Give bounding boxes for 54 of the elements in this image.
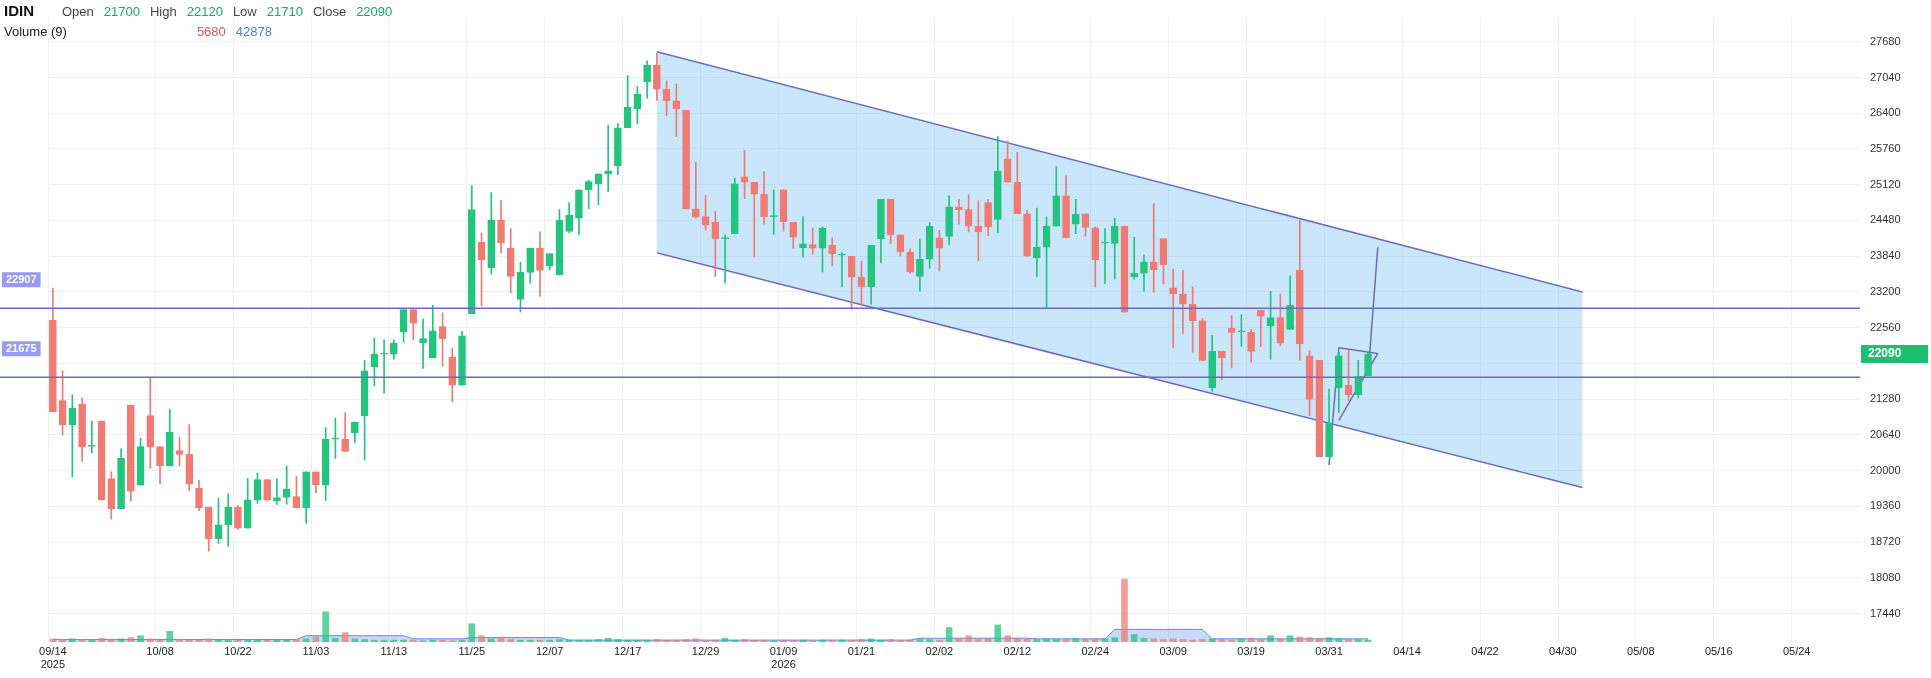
y-tick-label: 20000 xyxy=(1870,463,1901,476)
annotation: 42878 xyxy=(235,24,272,39)
x-tick-label: 04/22 xyxy=(1471,645,1499,658)
annotation: 22120 xyxy=(186,4,223,19)
annotation: Volume (9) xyxy=(4,24,67,39)
y-tick-label: 27680 xyxy=(1870,34,1901,47)
x-tick-label: 01/21 xyxy=(847,645,876,658)
text: 22090 xyxy=(1868,346,1902,361)
annotation: Close xyxy=(312,4,347,19)
annotation: 21700 xyxy=(103,4,140,19)
x-tick-label: 02/02 xyxy=(925,645,954,658)
x-tick-label: 03/19 xyxy=(1237,645,1265,658)
y-tick-label: 22560 xyxy=(1870,320,1901,333)
annotation: 5680 xyxy=(196,24,226,39)
ref-line-label: 22907 xyxy=(6,273,37,286)
y-tick-label: 23200 xyxy=(1870,284,1901,297)
x-tick-label: 05/24 xyxy=(1782,645,1811,658)
y-tick-label: 18720 xyxy=(1870,535,1901,548)
annotation: High xyxy=(149,4,177,19)
annotation: 21710 xyxy=(266,4,303,19)
y-tick-label: 23840 xyxy=(1870,249,1901,262)
y-tick-label: 21280 xyxy=(1870,392,1901,405)
x-tick-label: 11/03 xyxy=(302,645,330,658)
x-tick-label: 04/14 xyxy=(1393,645,1421,658)
annotation: 22090 xyxy=(356,4,393,19)
y-tick-label: 20640 xyxy=(1870,427,1901,440)
x-tick-label: 11/25 xyxy=(458,645,486,658)
x-tick-label: 04/30 xyxy=(1549,645,1577,658)
x-tick-label: 11/13 xyxy=(380,645,408,658)
y-tick-label: 25760 xyxy=(1870,142,1901,154)
chart-title: IDIN xyxy=(4,2,34,19)
x-tick-label: 10/22 xyxy=(224,645,252,658)
y-tick-label: 19360 xyxy=(1870,499,1901,512)
annotation: Low xyxy=(232,4,257,19)
x-tick-label: 12/29 xyxy=(691,645,720,658)
x-tick-label: 05/16 xyxy=(1704,645,1733,658)
x-tick-label: 02/24 xyxy=(1081,645,1110,658)
y-tick-label: 27040 xyxy=(1870,70,1901,83)
y-tick-label: 26400 xyxy=(1870,106,1901,119)
y-tick-label: 24480 xyxy=(1870,213,1901,226)
x-tick-label: 01/09 2026 xyxy=(769,645,798,671)
ref-line-label: 21675 xyxy=(6,342,37,355)
x-tick-label: 12/17 xyxy=(613,645,642,658)
x-tick-label: 12/07 xyxy=(535,645,564,658)
annotation: Open xyxy=(62,4,94,19)
y-tick-label: 18080 xyxy=(1870,570,1901,583)
y-tick-label: 25120 xyxy=(1870,177,1901,190)
x-tick-label: 09/14 2025 xyxy=(39,645,67,671)
x-tick-label: 05/08 xyxy=(1627,645,1655,658)
x-tick-label: 03/09 xyxy=(1159,645,1187,658)
x-tick-label: 03/31 xyxy=(1315,645,1343,658)
x-tick-label: 02/12 xyxy=(1003,645,1032,658)
y-tick-label: 17440 xyxy=(1870,606,1901,619)
x-tick-label: 10/08 xyxy=(146,645,174,658)
